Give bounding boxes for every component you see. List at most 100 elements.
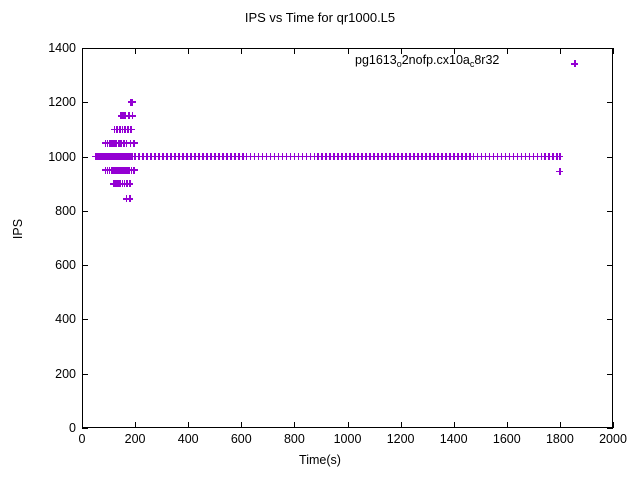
data-point — [410, 153, 418, 161]
y-tick-label: 0 — [69, 421, 76, 435]
x-axis-label: Time(s) — [299, 453, 341, 467]
x-tick-mark — [613, 422, 614, 428]
y-axis-label: IPS — [11, 218, 25, 240]
y-tick-label: 800 — [55, 203, 76, 218]
y-tick-mark — [607, 211, 613, 212]
y-tick-label: 1000 — [48, 149, 76, 164]
data-point — [147, 153, 155, 161]
data-point — [282, 153, 290, 161]
x-tick-mark — [454, 48, 455, 54]
data-point — [302, 153, 310, 161]
plot-border — [82, 48, 613, 428]
data-point — [394, 153, 402, 161]
data-point — [350, 153, 358, 161]
data-point — [482, 153, 490, 161]
data-point — [159, 153, 167, 161]
data-point — [525, 153, 533, 161]
data-point — [426, 153, 434, 161]
y-tick-mark — [82, 265, 88, 266]
data-point — [143, 153, 151, 161]
y-tick-mark — [607, 265, 613, 266]
data-point — [322, 153, 330, 161]
x-tick-label: 1000 — [333, 432, 362, 446]
data-point — [267, 153, 274, 161]
data-point — [414, 153, 422, 161]
data-point — [402, 153, 410, 161]
x-tick-mark — [82, 422, 83, 428]
data-point — [454, 153, 462, 161]
y-tick-mark — [607, 319, 613, 320]
data-point — [274, 153, 282, 161]
data-point — [438, 153, 446, 161]
y-tick-mark — [82, 211, 88, 212]
y-tick-mark — [607, 428, 613, 429]
data-point — [183, 153, 191, 161]
x-tick-mark — [188, 48, 189, 54]
data-point — [171, 153, 179, 161]
data-point — [549, 153, 557, 161]
data-point — [346, 153, 354, 161]
x-tick-mark — [294, 422, 295, 428]
y-tick-mark — [607, 157, 613, 158]
data-point — [306, 153, 314, 161]
data-point — [128, 98, 136, 106]
data-point — [370, 153, 378, 161]
data-point — [191, 153, 199, 161]
data-point — [259, 153, 267, 161]
data-point — [517, 153, 525, 161]
x-tick-label: 400 — [177, 432, 199, 446]
data-point — [290, 153, 298, 161]
data-point — [151, 153, 159, 161]
data-point — [231, 153, 239, 161]
data-point — [490, 153, 498, 161]
data-point — [342, 153, 350, 161]
data-point — [167, 153, 175, 161]
x-tick-label: 600 — [230, 432, 252, 446]
data-point — [255, 153, 263, 161]
x-tick-mark — [560, 422, 561, 428]
data-point — [126, 180, 134, 188]
data-point — [127, 125, 135, 133]
data-point — [130, 139, 138, 147]
data-point — [278, 153, 286, 161]
data-points-layer — [82, 48, 613, 428]
data-point — [126, 139, 134, 147]
x-tick-label: 1400 — [439, 432, 468, 446]
data-point — [450, 153, 458, 161]
data-point — [219, 153, 227, 161]
x-tick-mark — [507, 48, 508, 54]
y-axis-tick-labels: 0 200 400 600 800 1000 1200 1400 — [0, 0, 76, 480]
data-point — [223, 153, 231, 161]
y-tick-mark — [607, 102, 613, 103]
data-point — [521, 153, 529, 161]
data-point — [334, 153, 342, 161]
y-tick-label: 600 — [55, 258, 76, 273]
data-point — [126, 195, 134, 203]
y-tick-label: 200 — [55, 366, 76, 381]
y-tick-mark — [82, 319, 88, 320]
y-tick-label: 400 — [55, 312, 76, 327]
data-point — [478, 153, 486, 161]
data-point — [458, 153, 466, 161]
data-point — [378, 153, 386, 161]
data-point — [541, 153, 549, 161]
data-point — [434, 153, 442, 161]
y-tick-label: 1400 — [48, 41, 76, 55]
data-point — [215, 153, 223, 161]
data-point — [128, 112, 136, 120]
data-point — [318, 153, 326, 161]
x-tick-label: 200 — [124, 432, 146, 446]
data-point — [199, 153, 207, 161]
data-point — [243, 153, 251, 161]
data-point — [513, 153, 521, 161]
x-tick-mark — [188, 422, 189, 428]
data-point — [442, 153, 450, 161]
data-point — [505, 153, 513, 161]
data-point — [286, 153, 294, 161]
data-point — [314, 153, 322, 161]
data-point — [486, 153, 494, 161]
data-point — [374, 153, 382, 161]
data-point — [474, 153, 482, 161]
data-point — [326, 153, 334, 161]
data-point — [362, 153, 370, 161]
